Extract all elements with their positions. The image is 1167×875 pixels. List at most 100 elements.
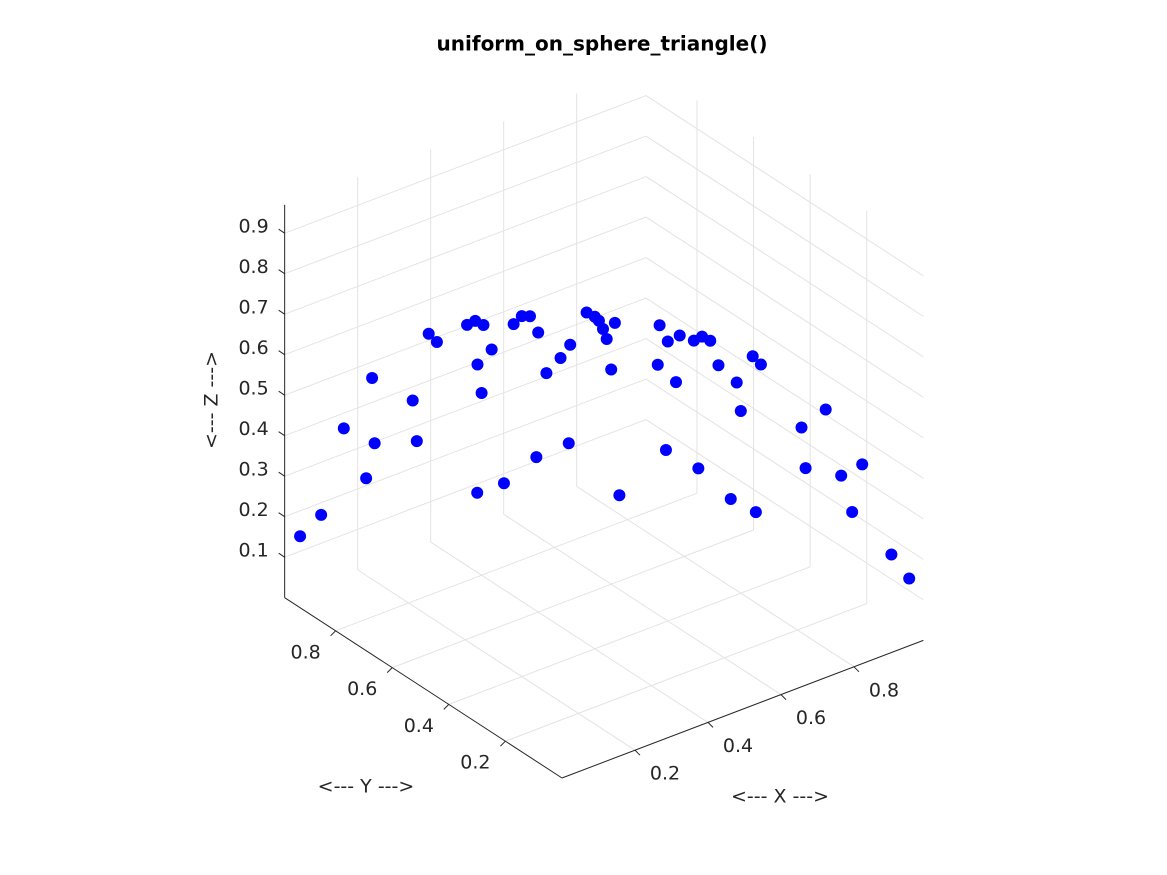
- grid-line: [284, 216, 647, 356]
- x-tick: [634, 749, 641, 756]
- grid-line: [284, 419, 647, 558]
- grid-line: [335, 492, 698, 632]
- point: [430, 335, 443, 348]
- grid-line: [284, 378, 647, 518]
- grid-line: [284, 176, 647, 315]
- point: [530, 451, 543, 464]
- z-tick: [278, 512, 285, 518]
- z-tick: [278, 309, 285, 315]
- point: [406, 394, 419, 407]
- grid-line: [645, 297, 924, 479]
- grid-line: [284, 338, 647, 477]
- z-tick-label: 0.4: [238, 418, 268, 440]
- point: [712, 359, 725, 372]
- grid-line: [392, 529, 754, 669]
- point: [422, 327, 435, 340]
- point: [471, 486, 484, 499]
- z-tick-label: 0.2: [238, 499, 268, 521]
- grid-line: [357, 569, 636, 751]
- y-axis: [284, 597, 563, 779]
- point: [799, 462, 812, 475]
- z-tick: [278, 350, 285, 356]
- point: [315, 508, 328, 521]
- grid-line: [430, 541, 709, 723]
- z-tick-label: 0.3: [238, 459, 268, 481]
- point: [746, 350, 759, 363]
- grid-line: [448, 566, 811, 705]
- point: [856, 458, 869, 471]
- point: [795, 421, 808, 434]
- grid-line: [645, 135, 924, 317]
- point: [592, 314, 605, 327]
- point: [724, 493, 737, 505]
- x-axis-label: <--- X --->: [731, 786, 829, 808]
- x-tick-label: 0.2: [650, 763, 680, 785]
- point: [477, 319, 490, 332]
- grid-line: [284, 135, 647, 275]
- point: [613, 489, 626, 502]
- point: [651, 358, 664, 371]
- point: [659, 443, 672, 456]
- point: [497, 477, 510, 490]
- grid-line: [284, 297, 647, 437]
- point: [734, 404, 747, 417]
- x-axis: [561, 639, 924, 779]
- point: [608, 316, 621, 329]
- point: [368, 437, 381, 450]
- grid-line: [645, 216, 924, 398]
- point: [835, 469, 848, 482]
- point: [885, 548, 898, 561]
- point: [410, 435, 423, 448]
- y-tick: [330, 630, 336, 637]
- y-tick: [500, 740, 506, 747]
- x-tick: [707, 722, 714, 728]
- point: [554, 352, 567, 365]
- x-tick-label: 0.6: [796, 707, 826, 729]
- z-tick: [278, 228, 285, 234]
- x-tick: [780, 694, 787, 700]
- point: [580, 306, 593, 319]
- z-tick: [278, 269, 285, 275]
- grid-line: [645, 419, 924, 601]
- z-tick-label: 0.7: [238, 297, 268, 319]
- y-tick-label: 0.2: [460, 752, 490, 774]
- grid-line: [576, 486, 855, 668]
- y-tick-label: 0.6: [347, 678, 377, 700]
- point: [754, 358, 767, 371]
- grid-line: [645, 378, 924, 560]
- z-tick: [278, 471, 285, 477]
- point: [846, 505, 859, 518]
- point: [704, 334, 717, 347]
- z-axis-label: <--- Z --->: [201, 351, 223, 449]
- point: [687, 334, 700, 347]
- point: [903, 572, 916, 585]
- point: [564, 338, 577, 351]
- z-tick-label: 0.1: [238, 540, 268, 562]
- grid-line: [503, 513, 782, 696]
- point: [749, 506, 762, 519]
- grid-line: [645, 95, 924, 277]
- z-tick-label: 0.9: [238, 216, 268, 238]
- point: [605, 363, 618, 376]
- y-tick-label: 0.8: [290, 641, 320, 663]
- x-tick: [853, 666, 860, 673]
- grid-line: [645, 338, 924, 520]
- point: [670, 376, 682, 389]
- z-tick-label: 0.5: [238, 378, 268, 400]
- point: [507, 318, 520, 331]
- x-tick-label: 0.8: [869, 679, 899, 701]
- point: [600, 332, 613, 345]
- z-tick-label: 0.8: [238, 256, 268, 278]
- point: [730, 376, 743, 389]
- point: [819, 403, 832, 416]
- point: [562, 437, 575, 450]
- point: [524, 310, 536, 323]
- grid-line: [645, 176, 924, 358]
- point: [337, 422, 350, 435]
- grid-line: [645, 257, 924, 439]
- point: [653, 319, 666, 332]
- point: [360, 472, 373, 485]
- point: [692, 462, 705, 475]
- z-tick: [278, 431, 285, 437]
- y-tick-label: 0.4: [404, 715, 434, 737]
